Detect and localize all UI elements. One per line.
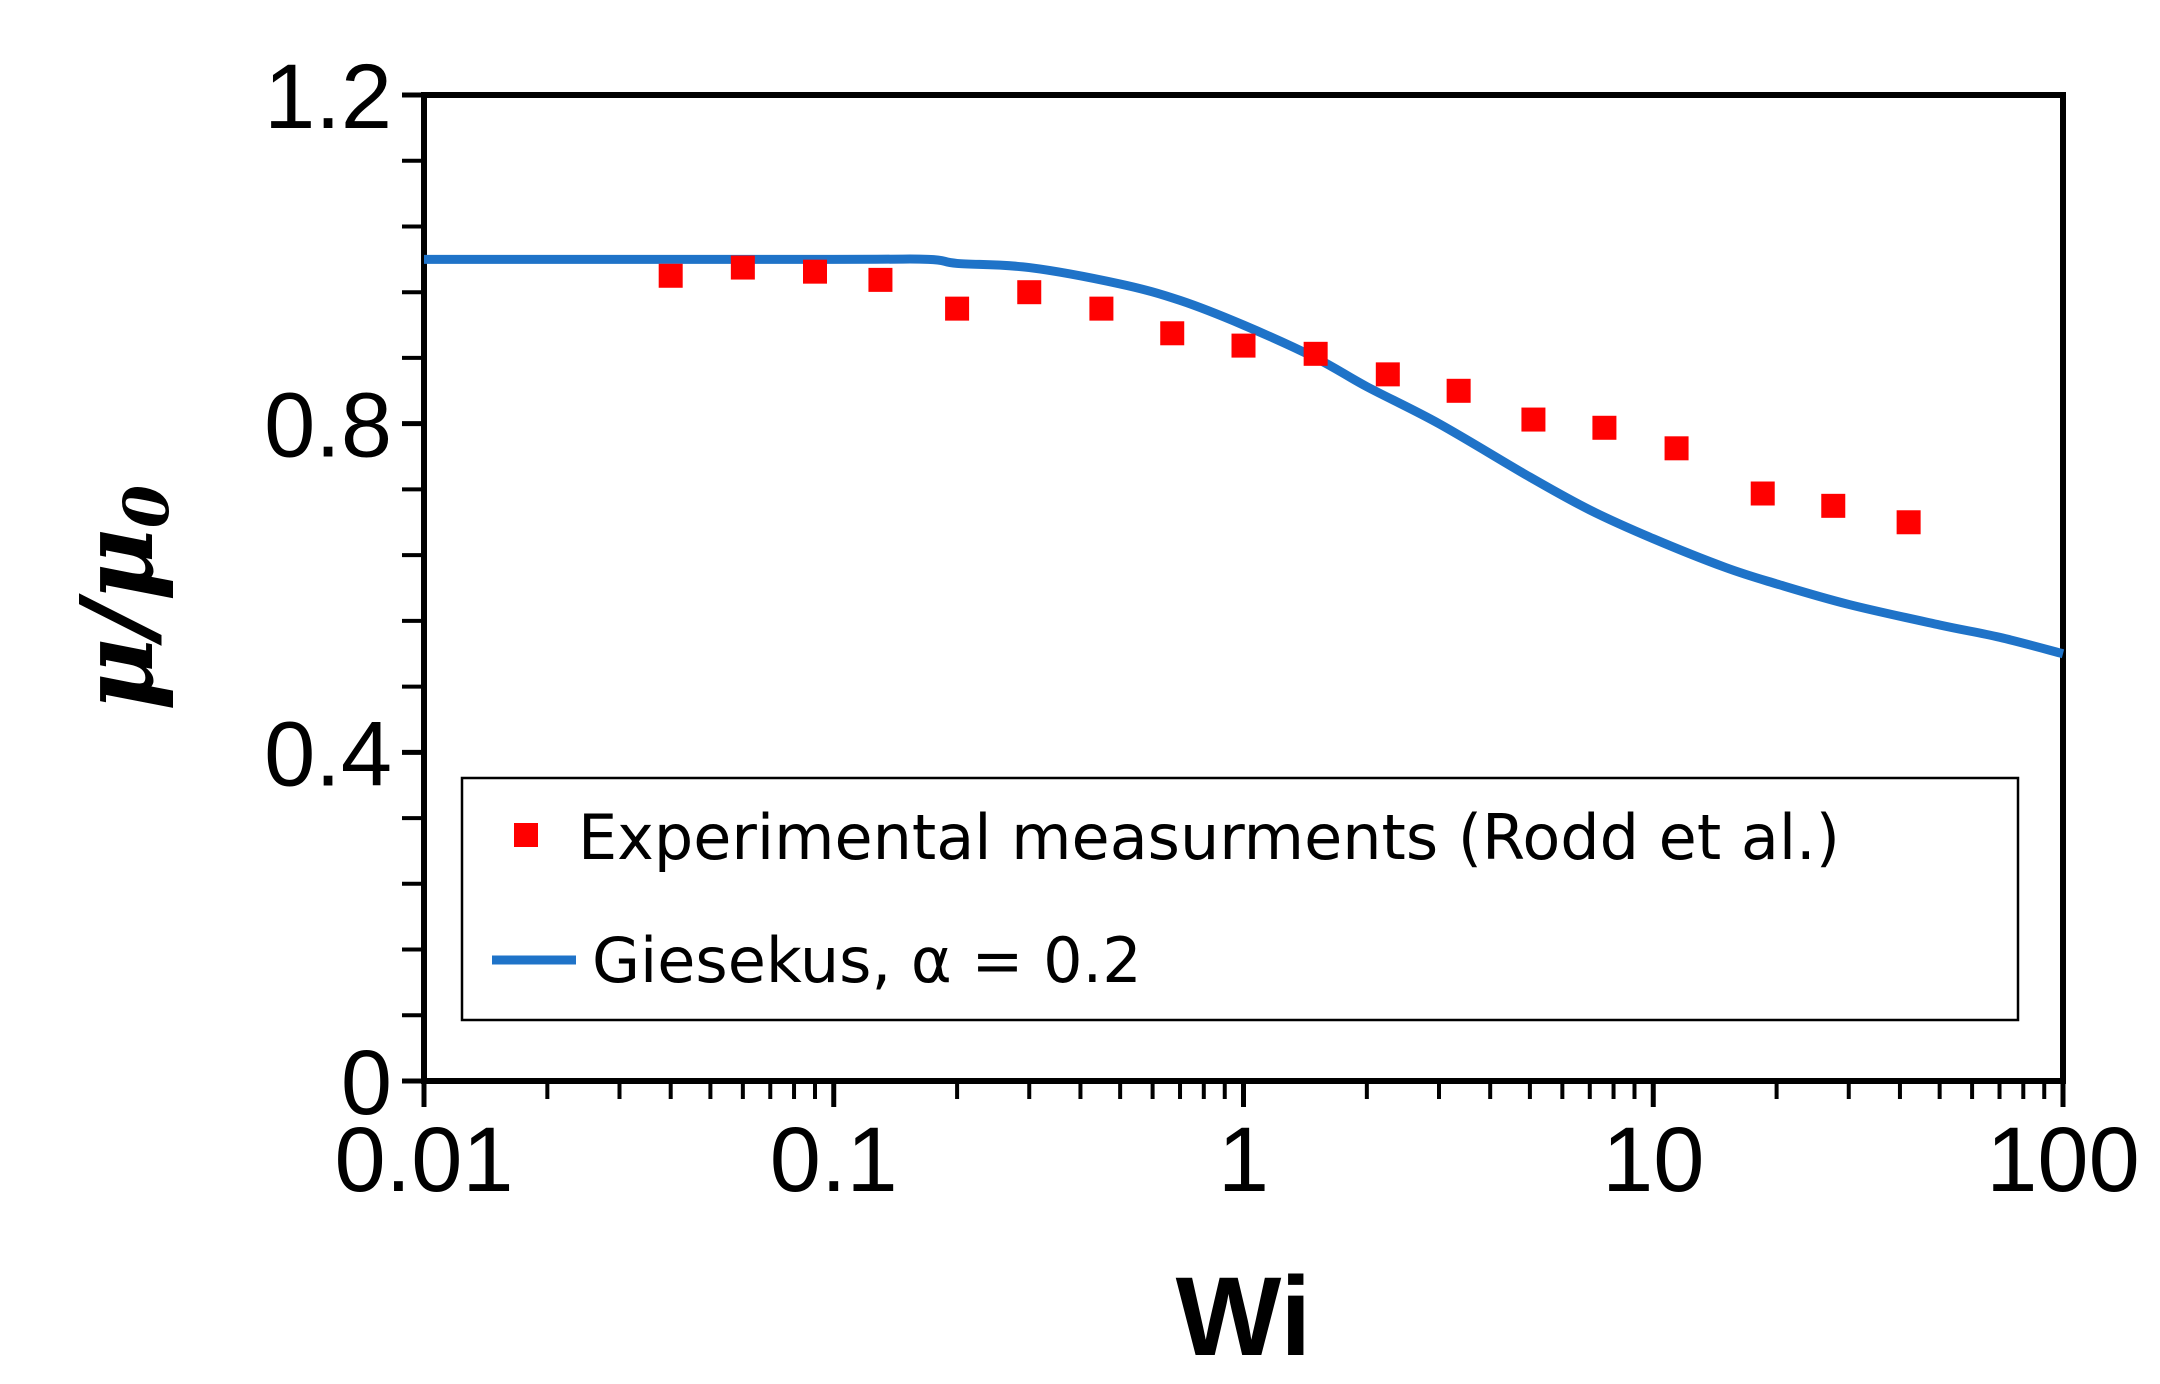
y-tick-label: 0 [341,1032,392,1134]
x-tick-label: 0.01 [334,1109,513,1211]
svg-text:μ/μ0: μ/μ0 [58,485,183,711]
data-point [1664,436,1689,461]
x-tick-label: 100 [1986,1109,2140,1211]
data-point [1446,378,1471,403]
data-point [1750,481,1775,506]
data-point [1521,407,1546,432]
legend-label-experimental: Experimental measurments (Rodd et al.) [578,801,1840,874]
data-point [1303,341,1328,366]
data-point [1375,362,1400,387]
data-point [868,267,893,292]
data-point [1821,493,1846,518]
data-point [803,259,828,284]
legend-label-giesekus: Giesekus, α = 0.2 [592,924,1142,997]
data-point [730,255,755,280]
x-axis: 0.01 0.1 1 10 100 [334,1081,2140,1211]
series-line-giesekus [423,254,2065,659]
data-point [1089,296,1114,321]
data-point [1017,280,1042,305]
y-tick-label: 0.4 [264,703,392,805]
x-axis-title: Wi [1176,1254,1312,1379]
data-point [1896,510,1921,535]
data-point [1160,321,1185,346]
data-point [945,296,970,321]
y-axis-title: μ/μ0 [58,485,183,711]
y-tick-label: 0.8 [264,375,392,477]
x-tick-label: 0.1 [770,1109,898,1211]
y-axis-title-main: μ/μ [58,528,176,711]
x-tick-label: 10 [1602,1109,1704,1211]
data-point [1231,333,1256,358]
data-point [1592,415,1617,440]
series-layer [423,254,2065,659]
y-axis: 0 0.4 0.8 1.2 [264,46,424,1134]
data-point [658,263,683,288]
x-tick-label: 1 [1218,1109,1269,1211]
y-tick-label: 1.2 [264,46,392,148]
legend: Experimental measurments (Rodd et al.) G… [460,776,2020,1022]
legend-box [460,776,2020,1022]
y-axis-title-subscript: 0 [110,485,183,528]
legend-marker-experimental [514,823,538,847]
